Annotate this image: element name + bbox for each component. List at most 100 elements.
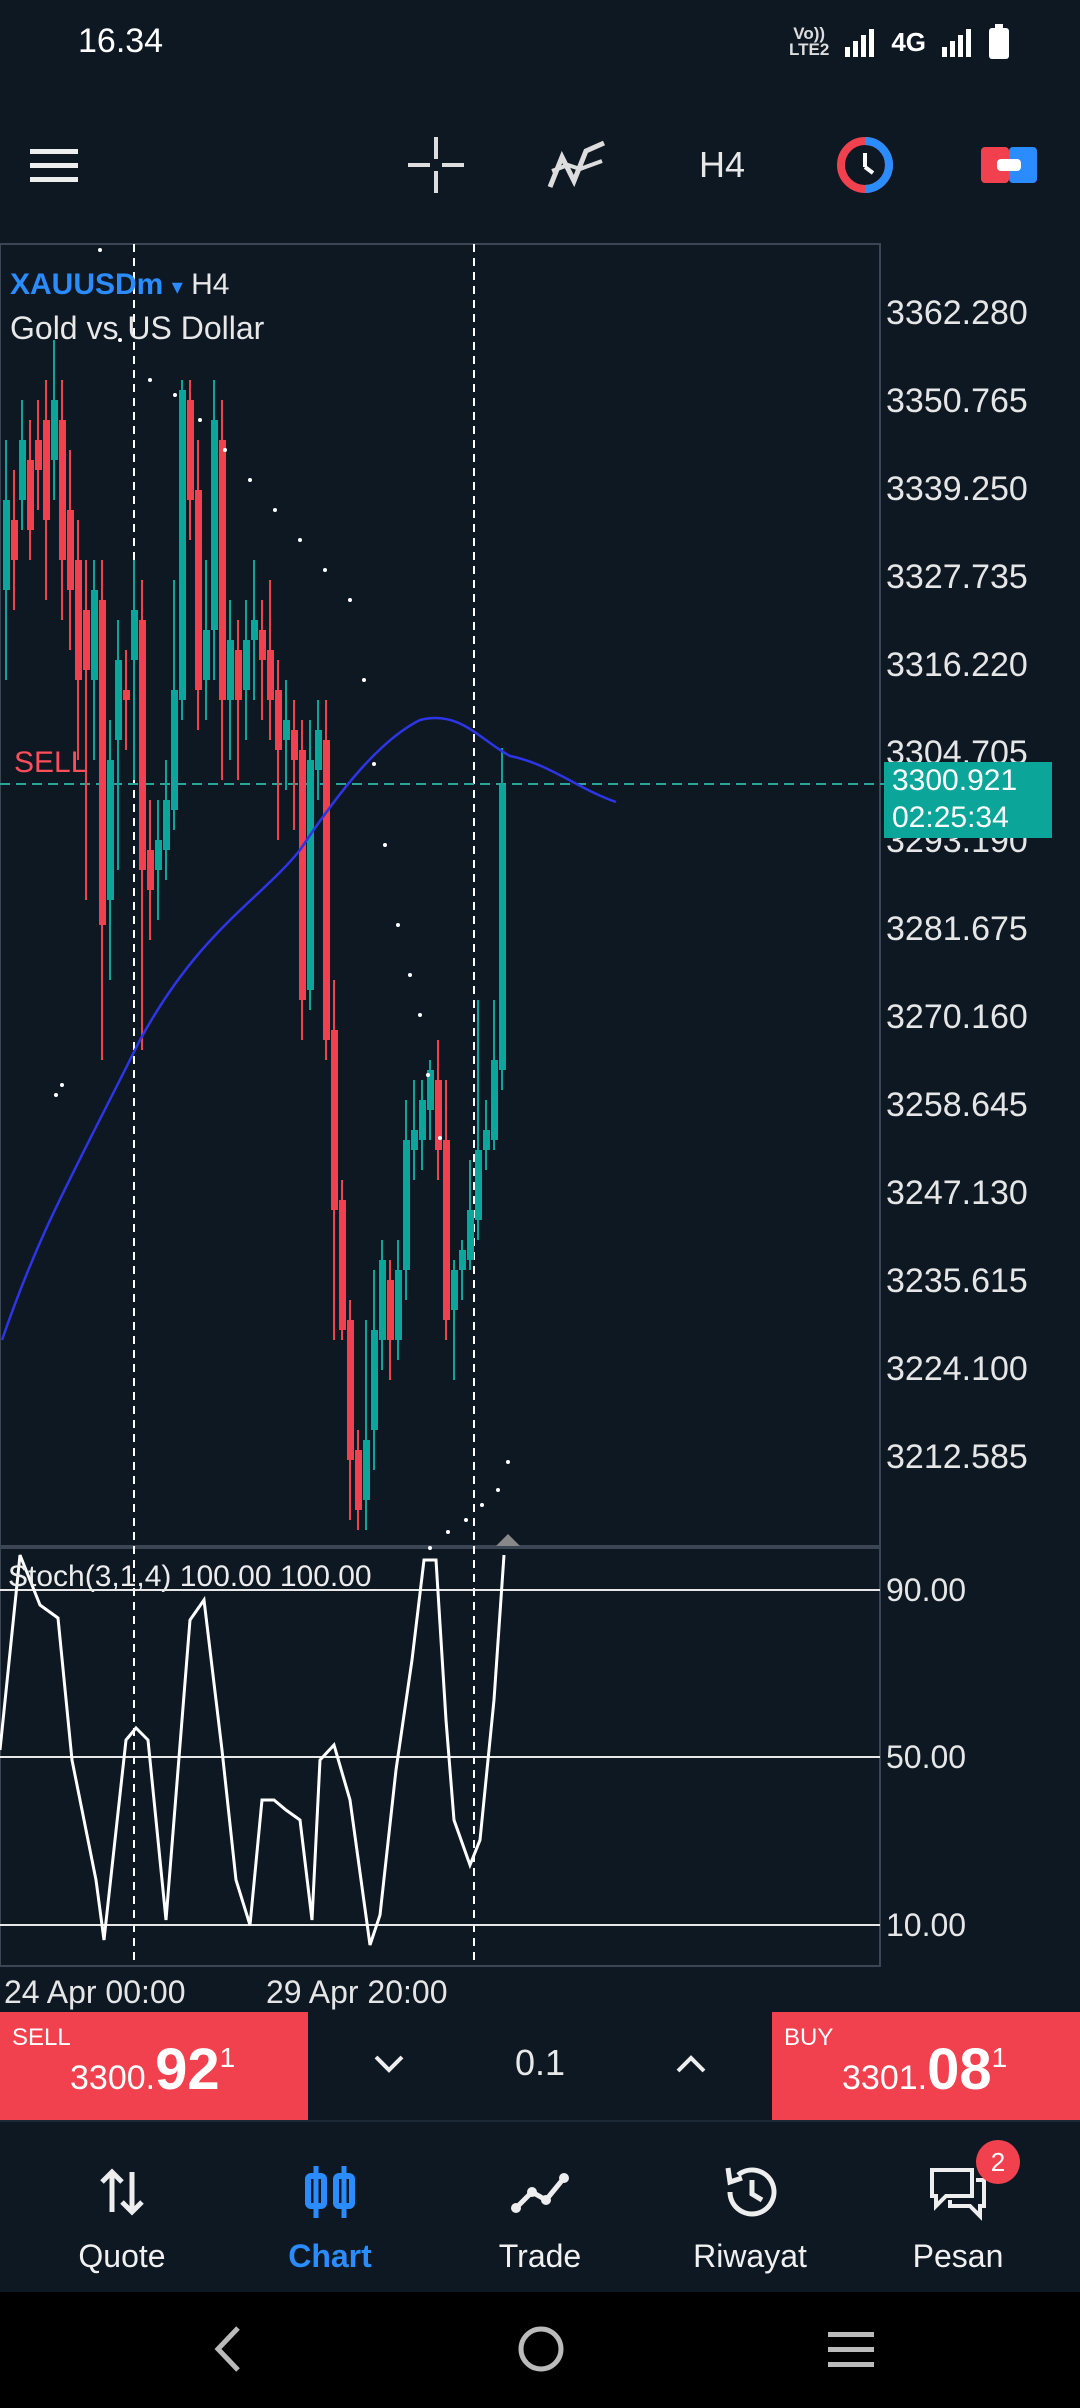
candle-body bbox=[395, 1270, 402, 1340]
candle-body bbox=[195, 490, 202, 690]
sar-dot bbox=[426, 1073, 430, 1077]
menu-button[interactable] bbox=[22, 110, 86, 220]
volte-indicator: Vo)) LTE2 bbox=[789, 24, 830, 59]
sar-dot bbox=[148, 378, 152, 382]
nav-messages-label: Pesan bbox=[912, 2238, 1004, 2274]
chart-icon bbox=[305, 2166, 355, 2218]
candle-body bbox=[123, 690, 130, 700]
lot-value[interactable]: 0.1 bbox=[514, 2042, 566, 2083]
chart-area[interactable] bbox=[0, 242, 1080, 2012]
price-tick-label: 3339.250 bbox=[886, 470, 1028, 508]
candle-body bbox=[83, 610, 90, 670]
status-bar: 16.34 Vo)) LTE2 4G bbox=[0, 0, 1080, 90]
candle-body bbox=[443, 1140, 450, 1320]
stoch-level-90: 90.00 bbox=[886, 1572, 967, 1608]
menu-icon bbox=[30, 149, 78, 182]
chart-toolbar: H4 bbox=[0, 110, 1080, 220]
network-type: 4G bbox=[891, 26, 926, 57]
home-icon[interactable] bbox=[516, 2324, 566, 2374]
sar-dot bbox=[54, 1093, 58, 1097]
one-click-trading-icon bbox=[837, 137, 893, 193]
candle-body bbox=[475, 1150, 482, 1220]
candle-body bbox=[291, 730, 298, 760]
nav-chart[interactable]: Chart bbox=[230, 2122, 430, 2294]
buy-button[interactable]: BUY 3301.081 bbox=[772, 2012, 1080, 2120]
symbol-title[interactable]: XAUUSDm ▾ H4 bbox=[10, 268, 229, 302]
candle-body bbox=[11, 520, 18, 560]
price-tick-label: 3235.615 bbox=[886, 1262, 1028, 1300]
recents-icon[interactable] bbox=[826, 2328, 876, 2372]
signal-icon bbox=[845, 29, 875, 57]
date-label-2: 29 Apr 20:00 bbox=[266, 1974, 448, 2010]
candle-body bbox=[243, 640, 250, 690]
sell-line-label: SELL bbox=[14, 746, 88, 779]
candle-body bbox=[171, 690, 178, 810]
indicators-icon bbox=[547, 140, 606, 188]
candle-body bbox=[51, 400, 58, 460]
sell-price: 3300.921 bbox=[70, 2037, 236, 2102]
candle-body bbox=[139, 620, 146, 870]
sar-dot bbox=[506, 1460, 510, 1464]
price-tick-label: 3350.765 bbox=[886, 382, 1028, 420]
sell-button[interactable]: SELL 3300.921 bbox=[0, 2012, 308, 2120]
candle-body bbox=[371, 1330, 378, 1430]
symbol-timeframe: H4 bbox=[191, 268, 230, 301]
candle-body bbox=[411, 1130, 418, 1150]
candle-body bbox=[499, 785, 506, 1070]
sar-dot bbox=[396, 923, 400, 927]
sar-dot bbox=[118, 338, 122, 342]
sar-dot bbox=[98, 248, 102, 252]
candle-body bbox=[283, 720, 290, 740]
candle-body bbox=[307, 760, 314, 990]
nav-quote-label: Quote bbox=[78, 2238, 166, 2274]
indicators-button[interactable] bbox=[544, 110, 610, 220]
timeframe-button[interactable]: H4 bbox=[690, 110, 754, 220]
sar-dot bbox=[362, 678, 366, 682]
sar-dot bbox=[428, 1546, 432, 1550]
decrease-lot-button[interactable] bbox=[372, 2052, 406, 2076]
sar-dot bbox=[248, 478, 252, 482]
candle-body bbox=[259, 630, 266, 660]
candle-body bbox=[451, 1270, 458, 1310]
history-icon bbox=[725, 2167, 777, 2217]
sar-dot bbox=[273, 508, 277, 512]
nav-trade[interactable]: Trade bbox=[440, 2122, 640, 2294]
symbol-dropdown-icon: ▾ bbox=[171, 274, 183, 299]
candle-body bbox=[163, 800, 170, 850]
candle-body bbox=[187, 400, 194, 500]
symbol-name: XAUUSDm bbox=[10, 268, 164, 301]
price-tick-label: 3247.130 bbox=[886, 1174, 1028, 1212]
price-tick-label: 3316.220 bbox=[886, 646, 1028, 684]
sar-dot bbox=[223, 448, 227, 452]
trade-icon bbox=[511, 2173, 569, 2213]
candle-body bbox=[491, 1060, 498, 1140]
price-tick-label: 3270.160 bbox=[886, 998, 1028, 1036]
increase-lot-button[interactable] bbox=[674, 2052, 708, 2076]
timeframe-label: H4 bbox=[698, 144, 746, 185]
back-icon[interactable] bbox=[210, 2324, 244, 2374]
candle-body bbox=[211, 420, 218, 630]
candle-body bbox=[3, 500, 10, 590]
one-click-trading-button[interactable] bbox=[832, 110, 898, 220]
connection-icon bbox=[981, 147, 1037, 183]
lot-panel: 0.1 bbox=[308, 2012, 772, 2120]
sell-tag: SELL bbox=[12, 2024, 71, 2051]
sar-dot bbox=[348, 598, 352, 602]
candle-body bbox=[419, 1100, 426, 1140]
candle-body bbox=[59, 420, 66, 560]
candle-body bbox=[387, 1280, 394, 1340]
price-tick-label: 3258.645 bbox=[886, 1086, 1028, 1124]
sar-dot bbox=[446, 1530, 450, 1534]
candle-body bbox=[347, 1320, 354, 1460]
nav-history[interactable]: Riwayat bbox=[650, 2122, 850, 2294]
trade-panel-button[interactable] bbox=[976, 110, 1042, 220]
stochastic-line bbox=[0, 1554, 506, 1946]
candle-body bbox=[179, 390, 186, 700]
sar-dot bbox=[480, 1503, 484, 1507]
price-chart[interactable] bbox=[0, 242, 1080, 2012]
nav-quote[interactable]: Quote bbox=[22, 2122, 222, 2294]
nav-messages[interactable]: Pesan bbox=[858, 2122, 1058, 2294]
quote-icon bbox=[100, 2168, 144, 2216]
crosshair-button[interactable] bbox=[404, 110, 468, 220]
candle-body bbox=[35, 440, 42, 470]
